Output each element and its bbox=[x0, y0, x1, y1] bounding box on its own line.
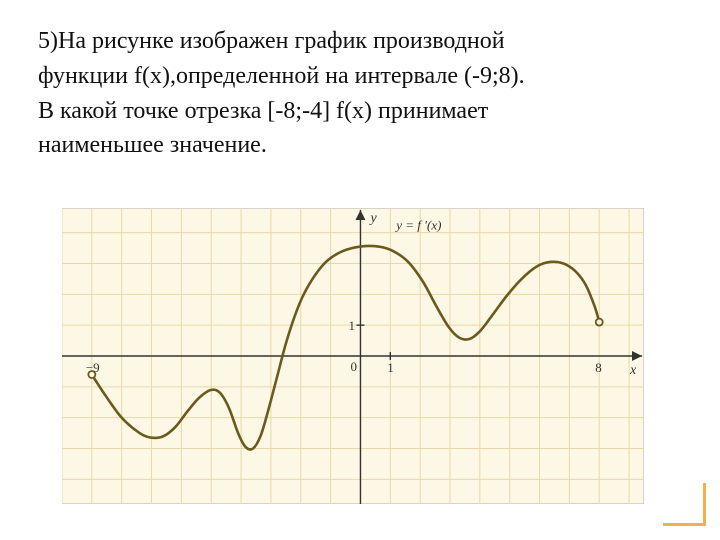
question-line-4: наименьшее значение. bbox=[38, 128, 658, 163]
svg-text:0: 0 bbox=[350, 359, 357, 374]
svg-text:1: 1 bbox=[348, 318, 355, 333]
question-line-3: В какой точке отрезка [-8;-4] f(x) прини… bbox=[38, 94, 658, 129]
svg-text:1: 1 bbox=[387, 360, 394, 375]
svg-text:y: y bbox=[368, 211, 377, 226]
svg-text:y = f ′(x): y = f ′(x) bbox=[394, 218, 441, 233]
derivative-chart: 0 1 1 −9 8 x y y = f ′(x) bbox=[62, 208, 644, 504]
question-text: 5)На рисунке изображен график производно… bbox=[38, 24, 658, 163]
question-line-2: функции f(x),определенной на интервале (… bbox=[38, 59, 658, 94]
svg-text:−9: −9 bbox=[86, 360, 100, 375]
svg-text:8: 8 bbox=[595, 360, 602, 375]
svg-text:x: x bbox=[629, 363, 637, 378]
decorative-corner bbox=[663, 483, 706, 526]
question-line-1: 5)На рисунке изображен график производно… bbox=[38, 24, 658, 59]
chart-svg: 0 1 1 −9 8 x y y = f ′(x) bbox=[62, 208, 644, 504]
